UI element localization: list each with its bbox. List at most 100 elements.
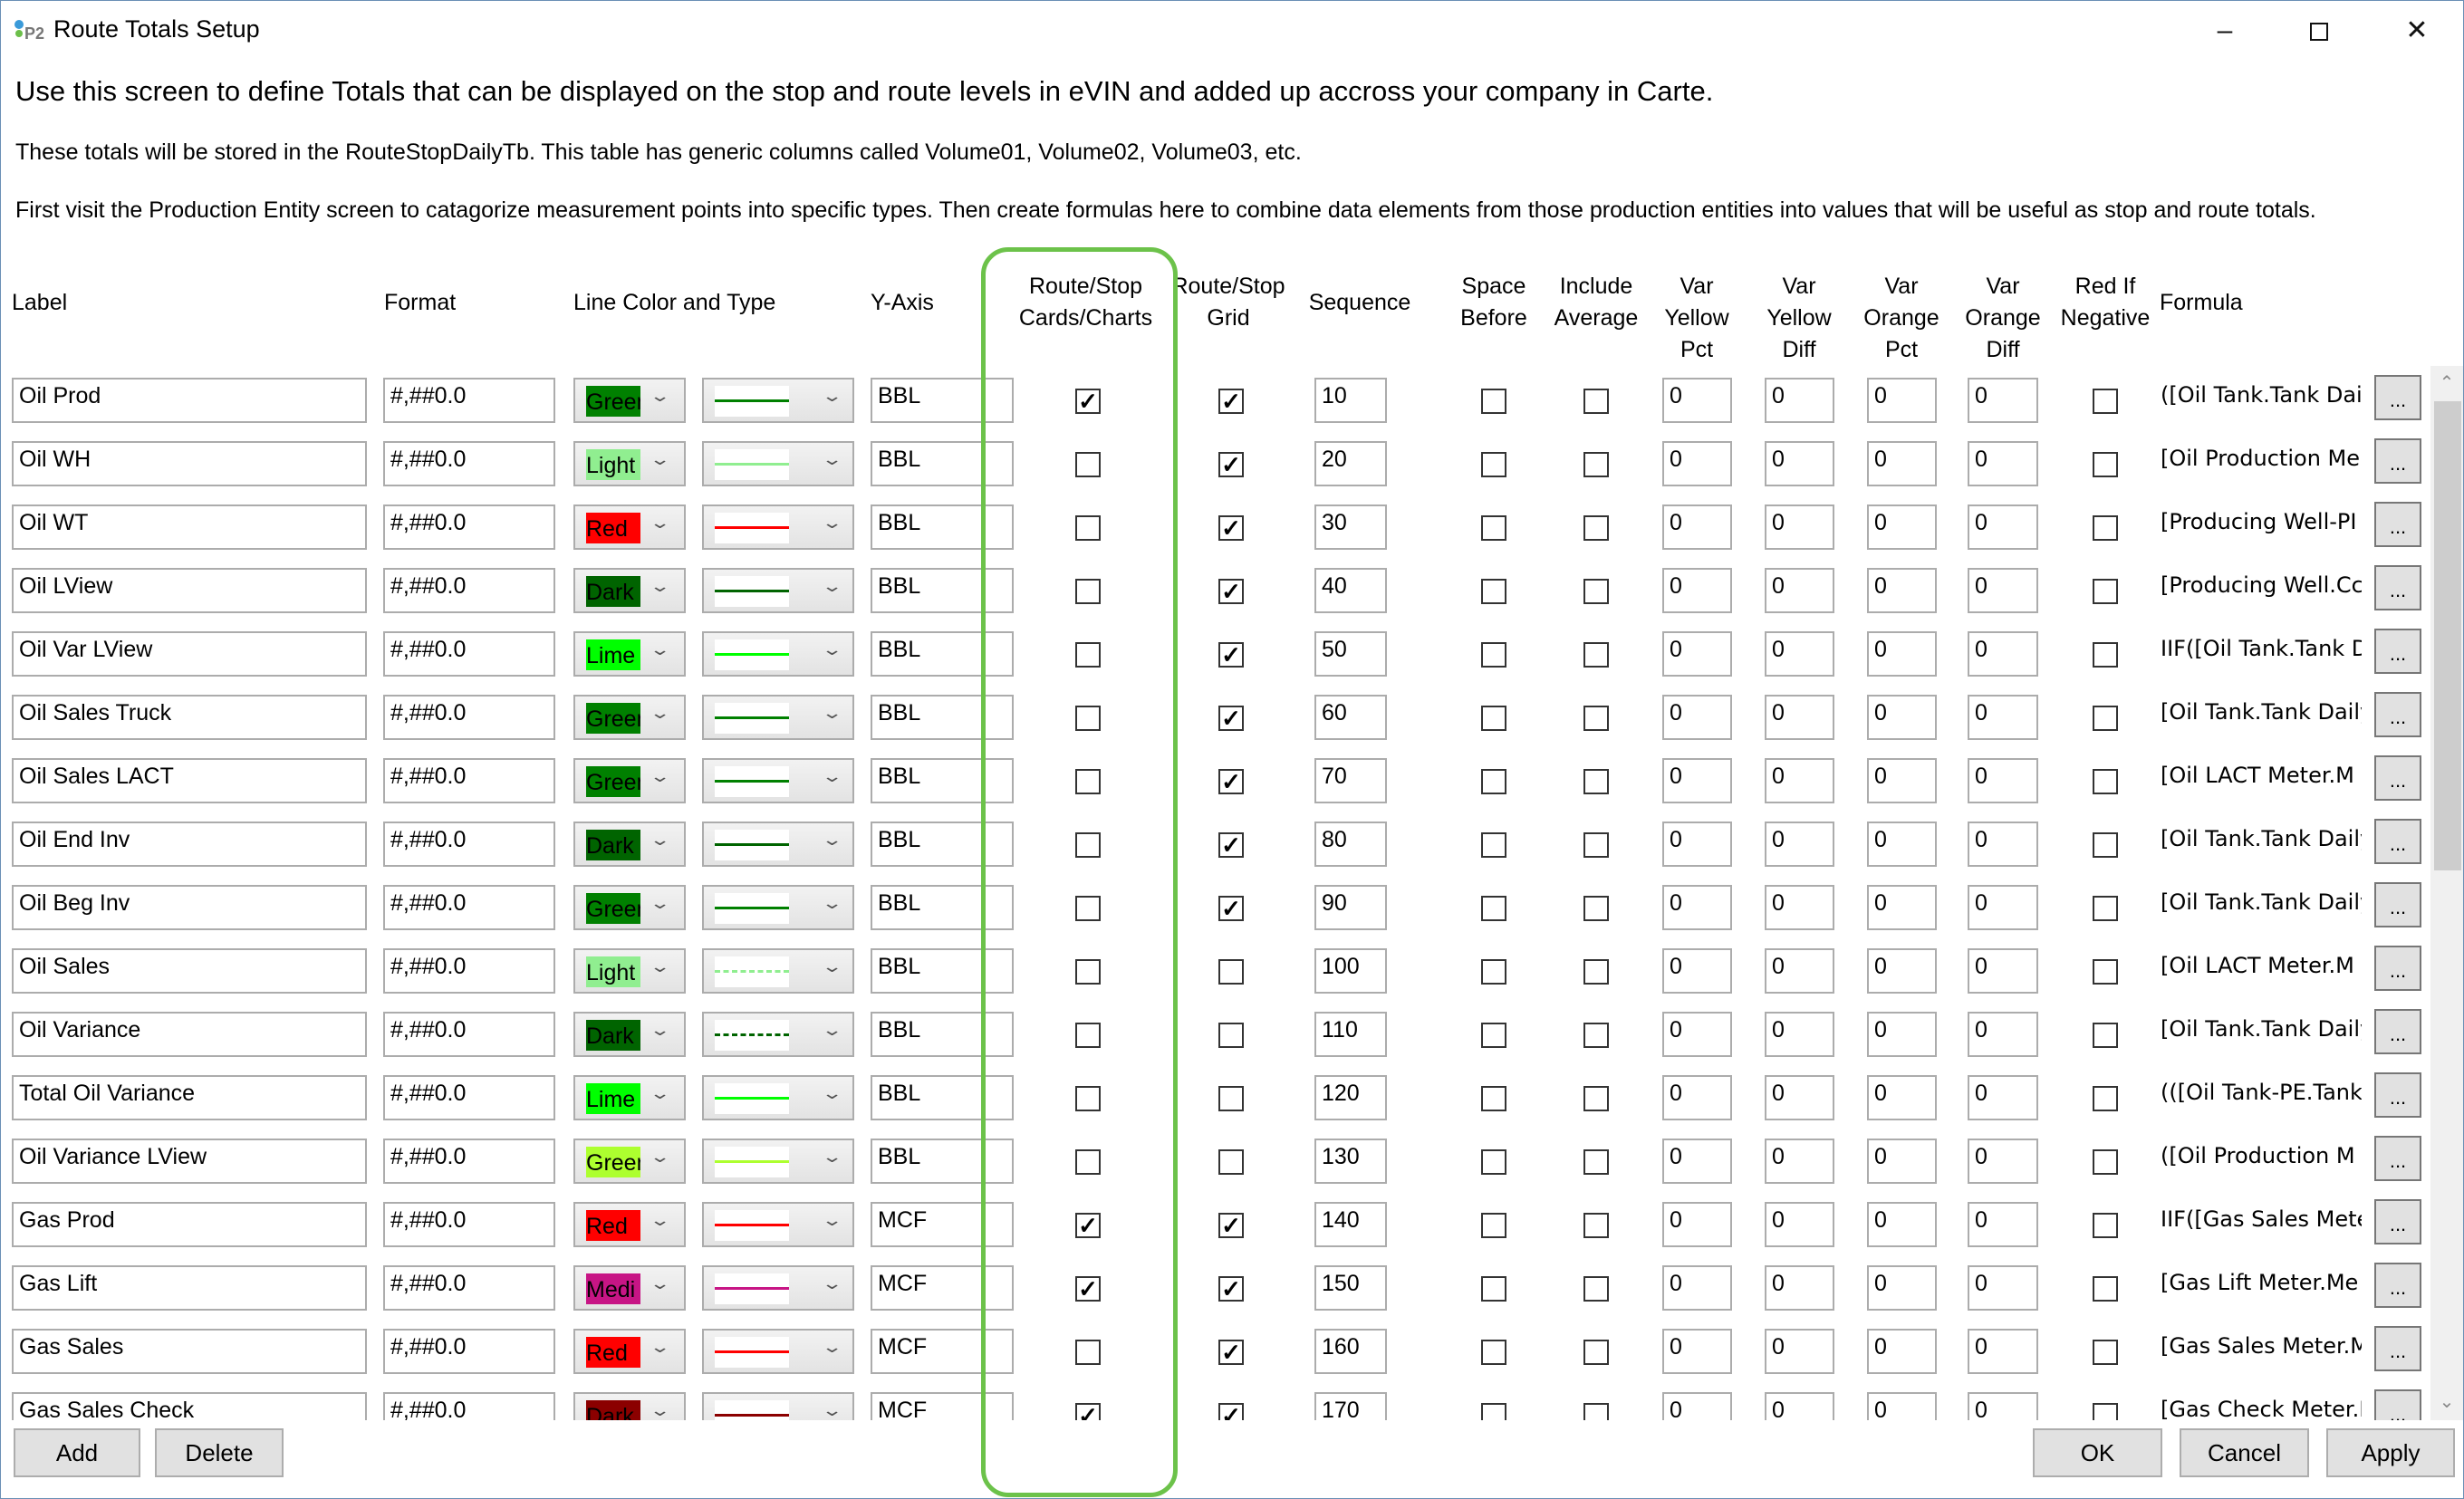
y-axis-input[interactable]: MCF [871, 1392, 1014, 1420]
var-orange-diff-input[interactable]: 0 [1968, 1202, 2038, 1247]
include-average-checkbox[interactable] [1583, 769, 1609, 794]
cards-charts-checkbox[interactable] [1075, 515, 1101, 541]
label-input[interactable]: Total Oil Variance [12, 1075, 367, 1120]
var-yellow-diff-input[interactable]: 0 [1765, 1139, 1834, 1184]
y-axis-input[interactable]: BBL [871, 1075, 1014, 1120]
label-input[interactable]: Oil Sales Truck [12, 695, 367, 740]
format-input[interactable]: #,##0.0 [383, 948, 555, 994]
include-average-checkbox[interactable] [1583, 959, 1609, 985]
var-yellow-pct-input[interactable]: 0 [1662, 441, 1732, 486]
var-yellow-diff-input[interactable]: 0 [1765, 695, 1834, 740]
y-axis-input[interactable]: BBL [871, 758, 1014, 803]
format-input[interactable]: #,##0.0 [383, 1329, 555, 1374]
cards-charts-checkbox[interactable] [1075, 642, 1101, 668]
var-yellow-pct-input[interactable]: 0 [1662, 1139, 1732, 1184]
red-if-negative-checkbox[interactable] [2093, 959, 2118, 985]
grid-checkbox[interactable]: ✓ [1218, 1403, 1244, 1420]
format-input[interactable]: #,##0.0 [383, 1202, 555, 1247]
space-before-checkbox[interactable] [1481, 389, 1506, 414]
format-input[interactable]: #,##0.0 [383, 758, 555, 803]
label-input[interactable]: Oil End Inv [12, 822, 367, 867]
var-yellow-diff-input[interactable]: 0 [1765, 885, 1834, 930]
space-before-checkbox[interactable] [1481, 1276, 1506, 1302]
format-input[interactable]: #,##0.0 [383, 441, 555, 486]
var-yellow-diff-input[interactable]: 0 [1765, 1265, 1834, 1311]
var-yellow-pct-input[interactable]: 0 [1662, 631, 1732, 677]
cards-charts-checkbox[interactable]: ✓ [1075, 1276, 1101, 1302]
label-input[interactable]: Oil WT [12, 504, 367, 550]
edit-formula-button[interactable]: ... [2374, 629, 2421, 674]
var-orange-diff-input[interactable]: 0 [1968, 1075, 2038, 1120]
format-input[interactable]: #,##0.0 [383, 1139, 555, 1184]
color-dropdown[interactable]: Medi ⌄ [573, 1265, 686, 1311]
sequence-input[interactable]: 140 [1314, 1202, 1387, 1247]
var-yellow-diff-input[interactable]: 0 [1765, 1329, 1834, 1374]
line-type-dropdown[interactable]: ⌄ [702, 1392, 854, 1420]
label-input[interactable]: Gas Sales [12, 1329, 367, 1374]
edit-formula-button[interactable]: ... [2374, 1009, 2421, 1054]
var-orange-pct-input[interactable]: 0 [1867, 441, 1937, 486]
grid-checkbox[interactable]: ✓ [1218, 1276, 1244, 1302]
grid-checkbox[interactable] [1218, 1149, 1244, 1175]
red-if-negative-checkbox[interactable] [2093, 1276, 2118, 1302]
color-dropdown[interactable]: Lime ⌄ [573, 1075, 686, 1120]
y-axis-input[interactable]: MCF [871, 1202, 1014, 1247]
var-orange-diff-input[interactable]: 0 [1968, 1139, 2038, 1184]
red-if-negative-checkbox[interactable] [2093, 515, 2118, 541]
add-button[interactable]: Add [14, 1428, 140, 1477]
scroll-down-icon[interactable]: ⌄ [2439, 1392, 2455, 1412]
red-if-negative-checkbox[interactable] [2093, 579, 2118, 604]
label-input[interactable]: Oil Beg Inv [12, 885, 367, 930]
var-yellow-pct-input[interactable]: 0 [1662, 758, 1732, 803]
space-before-checkbox[interactable] [1481, 515, 1506, 541]
cards-charts-checkbox[interactable] [1075, 959, 1101, 985]
grid-checkbox[interactable]: ✓ [1218, 706, 1244, 731]
label-input[interactable]: Gas Sales Check [12, 1392, 367, 1420]
var-yellow-diff-input[interactable]: 0 [1765, 631, 1834, 677]
red-if-negative-checkbox[interactable] [2093, 769, 2118, 794]
var-yellow-pct-input[interactable]: 0 [1662, 1075, 1732, 1120]
var-yellow-pct-input[interactable]: 0 [1662, 1202, 1732, 1247]
edit-formula-button[interactable]: ... [2374, 1263, 2421, 1308]
grid-checkbox[interactable]: ✓ [1218, 642, 1244, 668]
include-average-checkbox[interactable] [1583, 642, 1609, 668]
space-before-checkbox[interactable] [1481, 579, 1506, 604]
label-input[interactable]: Oil LView [12, 568, 367, 613]
var-yellow-diff-input[interactable]: 0 [1765, 441, 1834, 486]
label-input[interactable]: Oil Var LView [12, 631, 367, 677]
format-input[interactable]: #,##0.0 [383, 378, 555, 423]
red-if-negative-checkbox[interactable] [2093, 832, 2118, 858]
grid-checkbox[interactable] [1218, 959, 1244, 985]
var-orange-pct-input[interactable]: 0 [1867, 568, 1937, 613]
var-yellow-pct-input[interactable]: 0 [1662, 695, 1732, 740]
line-type-dropdown[interactable]: ⌄ [702, 1139, 854, 1184]
color-dropdown[interactable]: Dark ⌄ [573, 1392, 686, 1420]
cards-charts-checkbox[interactable]: ✓ [1075, 389, 1101, 414]
var-orange-pct-input[interactable]: 0 [1867, 822, 1937, 867]
sequence-input[interactable]: 30 [1314, 504, 1387, 550]
var-yellow-diff-input[interactable]: 0 [1765, 822, 1834, 867]
color-dropdown[interactable]: Dark ⌄ [573, 568, 686, 613]
y-axis-input[interactable]: BBL [871, 631, 1014, 677]
edit-formula-button[interactable]: ... [2374, 1072, 2421, 1118]
var-yellow-pct-input[interactable]: 0 [1662, 822, 1732, 867]
space-before-checkbox[interactable] [1481, 452, 1506, 477]
red-if-negative-checkbox[interactable] [2093, 1403, 2118, 1420]
label-input[interactable]: Oil WH [12, 441, 367, 486]
var-orange-pct-input[interactable]: 0 [1867, 758, 1937, 803]
include-average-checkbox[interactable] [1583, 579, 1609, 604]
format-input[interactable]: #,##0.0 [383, 822, 555, 867]
var-yellow-pct-input[interactable]: 0 [1662, 504, 1732, 550]
sequence-input[interactable]: 130 [1314, 1139, 1387, 1184]
space-before-checkbox[interactable] [1481, 1213, 1506, 1238]
line-type-dropdown[interactable]: ⌄ [702, 631, 854, 677]
color-dropdown[interactable]: Dark ⌄ [573, 822, 686, 867]
format-input[interactable]: #,##0.0 [383, 1392, 555, 1420]
format-input[interactable]: #,##0.0 [383, 1075, 555, 1120]
var-orange-pct-input[interactable]: 0 [1867, 1392, 1937, 1420]
grid-checkbox[interactable]: ✓ [1218, 896, 1244, 921]
include-average-checkbox[interactable] [1583, 1340, 1609, 1365]
var-orange-diff-input[interactable]: 0 [1968, 504, 2038, 550]
edit-formula-button[interactable]: ... [2374, 1389, 2421, 1420]
cards-charts-checkbox[interactable] [1075, 706, 1101, 731]
